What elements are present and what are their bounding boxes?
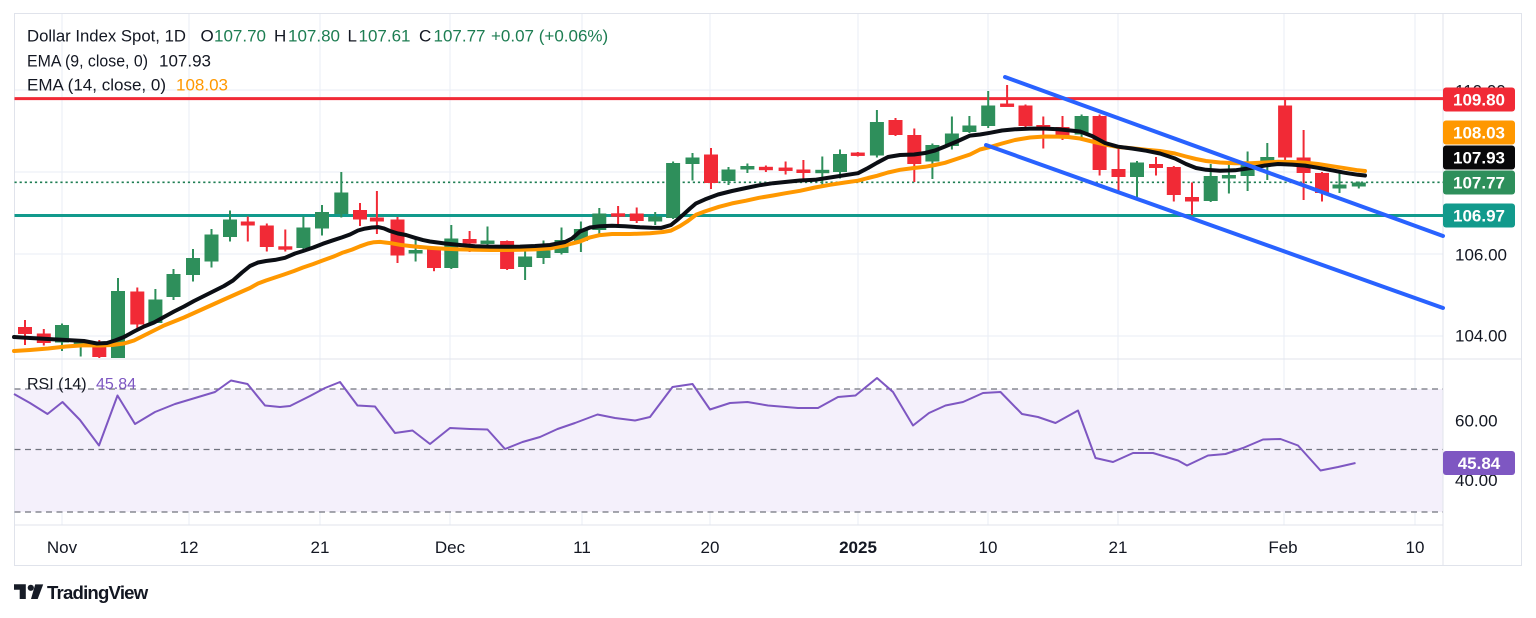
svg-text:12: 12 xyxy=(180,538,199,557)
svg-text:O: O xyxy=(201,27,214,46)
svg-text:L: L xyxy=(348,27,357,46)
svg-text:60.00: 60.00 xyxy=(1455,412,1498,431)
svg-text:H: H xyxy=(274,27,286,46)
svg-text:2025: 2025 xyxy=(839,538,877,557)
svg-text:Feb: Feb xyxy=(1268,538,1297,557)
svg-text:107.80: 107.80 xyxy=(288,27,340,46)
svg-text:45.84: 45.84 xyxy=(1458,454,1501,473)
svg-text:108.03: 108.03 xyxy=(1453,124,1505,143)
svg-text:107.70: 107.70 xyxy=(214,27,266,46)
svg-text:10: 10 xyxy=(1406,538,1425,557)
svg-text:21: 21 xyxy=(1109,538,1128,557)
svg-text:TradingView: TradingView xyxy=(47,582,149,603)
svg-text:106.00: 106.00 xyxy=(1455,246,1507,265)
svg-text:10: 10 xyxy=(979,538,998,557)
svg-text:Dollar Index Spot, 1D: Dollar Index Spot, 1D xyxy=(27,27,186,46)
svg-text:21: 21 xyxy=(311,538,330,557)
svg-text:45.84: 45.84 xyxy=(96,376,136,393)
svg-text:40.00: 40.00 xyxy=(1455,471,1498,490)
svg-text:Nov: Nov xyxy=(47,538,78,557)
svg-text:RSI (14): RSI (14) xyxy=(27,376,87,393)
svg-text:109.80: 109.80 xyxy=(1453,91,1505,110)
svg-text:Dec: Dec xyxy=(435,538,466,557)
svg-text:EMA (9, close, 0): EMA (9, close, 0) xyxy=(27,52,148,71)
svg-text:107.77: 107.77 xyxy=(1453,174,1505,193)
svg-text:107.93: 107.93 xyxy=(159,52,211,71)
svg-text:107.93: 107.93 xyxy=(1453,149,1505,168)
svg-text:107.61: 107.61 xyxy=(359,27,411,46)
svg-text:104.00: 104.00 xyxy=(1455,327,1507,346)
svg-text:11: 11 xyxy=(573,538,591,557)
svg-text:+0.07 (+0.06%): +0.07 (+0.06%) xyxy=(491,27,608,46)
svg-text:20: 20 xyxy=(701,538,720,557)
svg-text:107.77: 107.77 xyxy=(434,27,486,46)
svg-text:EMA (14, close, 0): EMA (14, close, 0) xyxy=(27,76,166,95)
svg-text:C: C xyxy=(419,27,431,46)
svg-text:106.97: 106.97 xyxy=(1453,207,1505,226)
svg-text:108.03: 108.03 xyxy=(176,76,228,95)
